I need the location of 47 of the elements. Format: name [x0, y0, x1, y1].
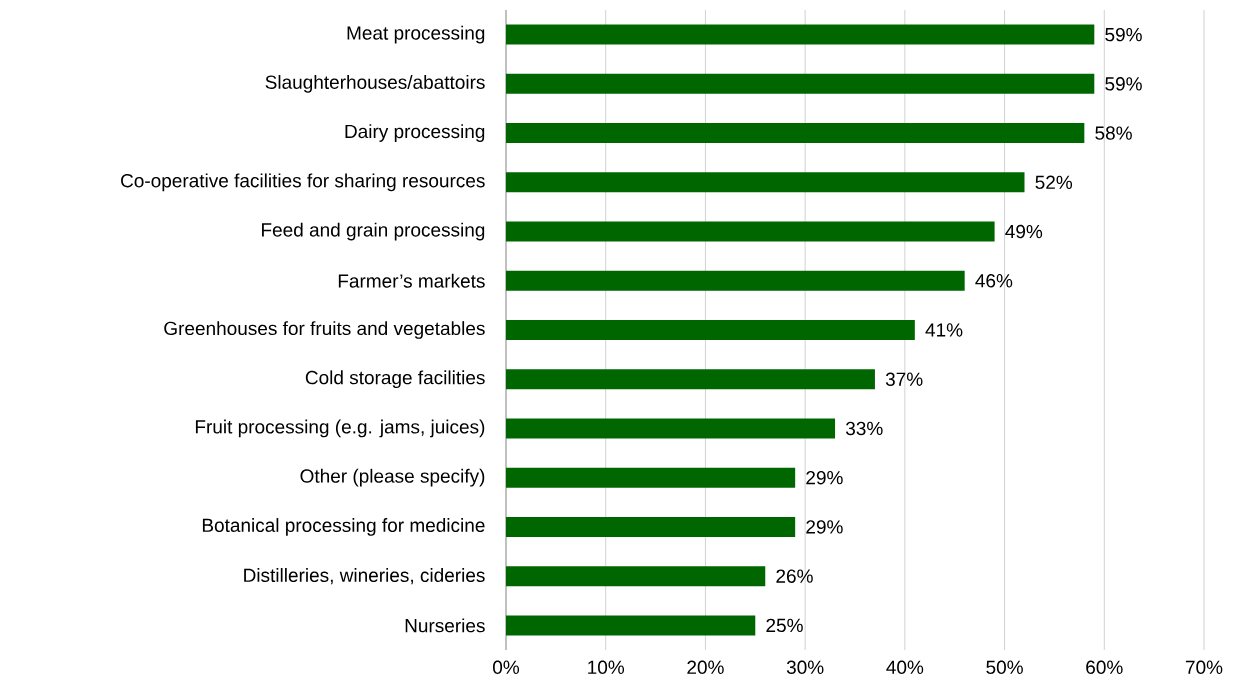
y-tick-label: Fruit processing (e.g. jams, juices) — [195, 419, 485, 438]
y-tick-label: Dairy processing — [345, 124, 485, 142]
data-label: 59% — [1105, 27, 1142, 42]
y-tick-label: Botanical processing for medicine — [202, 518, 485, 536]
x-tick-label: 60% — [1086, 660, 1123, 674]
y-tick-label: Other (please specify) — [300, 468, 485, 487]
bar — [506, 615, 756, 636]
data-label: 37% — [885, 372, 923, 386]
y-tick-label: Farmer’s markets — [338, 273, 485, 288]
x-tick-label: 10% — [588, 660, 625, 674]
data-label: 33% — [845, 421, 883, 436]
bar — [506, 24, 1095, 45]
bar — [506, 320, 915, 340]
x-tick-label: 0% — [493, 660, 520, 674]
bar — [506, 73, 1095, 94]
data-label: 59% — [1105, 77, 1142, 91]
x-tick-label: 40% — [886, 660, 924, 674]
data-label: 41% — [925, 323, 963, 337]
x-tick-label: 70% — [1185, 660, 1223, 674]
y-tick-label: Meat processing — [347, 25, 485, 44]
bar — [506, 369, 875, 390]
y-tick-label: Slaughterhouses/abattoirs — [265, 74, 485, 93]
data-label: 25% — [766, 618, 803, 633]
x-tick-label: 20% — [687, 660, 724, 674]
x-tick-label: 30% — [786, 660, 824, 674]
data-label: 58% — [1095, 126, 1132, 140]
bar — [506, 172, 1025, 193]
y-tick-label: Co-operative facilities for sharing resources — [121, 173, 485, 192]
y-tick-label: Nurseries — [405, 618, 485, 633]
bar — [506, 270, 965, 291]
data-label: 52% — [1035, 175, 1073, 190]
data-label: 29% — [806, 520, 843, 534]
data-label: 29% — [806, 470, 843, 485]
bar — [506, 418, 836, 439]
data-label: 49% — [1005, 224, 1043, 239]
bar — [506, 123, 1085, 144]
y-tick-label: Greenhouses for fruits and vegetables — [164, 321, 485, 339]
x-tick-label: 50% — [986, 660, 1023, 674]
bar — [506, 516, 796, 537]
data-label: 26% — [776, 569, 813, 583]
y-tick-label: Feed and grain processing — [262, 222, 485, 241]
y-tick-label: Distilleries, wineries, cideries — [244, 568, 485, 585]
bar — [506, 467, 796, 488]
y-tick-label: Cold storage facilities — [305, 370, 485, 389]
bar — [506, 221, 995, 242]
bar — [506, 566, 766, 587]
data-label: 46% — [975, 274, 1013, 288]
